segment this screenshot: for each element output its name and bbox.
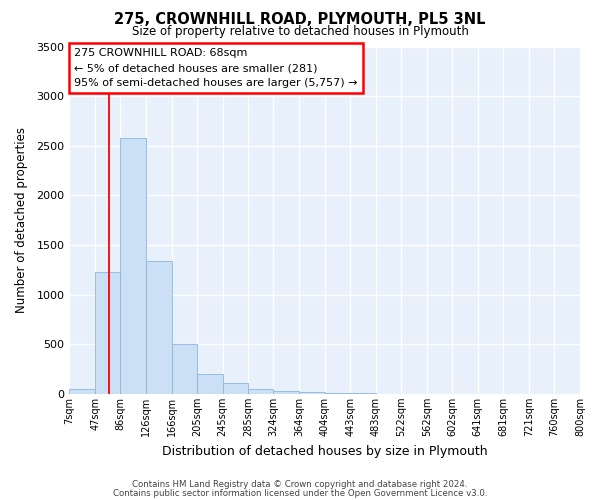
X-axis label: Distribution of detached houses by size in Plymouth: Distribution of detached houses by size … <box>162 444 487 458</box>
Y-axis label: Number of detached properties: Number of detached properties <box>15 127 28 313</box>
Text: 275, CROWNHILL ROAD, PLYMOUTH, PL5 3NL: 275, CROWNHILL ROAD, PLYMOUTH, PL5 3NL <box>114 12 486 28</box>
Bar <box>197 374 223 394</box>
Bar <box>120 138 146 394</box>
Bar <box>325 393 350 394</box>
Bar <box>146 261 172 394</box>
Text: Contains HM Land Registry data © Crown copyright and database right 2024.: Contains HM Land Registry data © Crown c… <box>132 480 468 489</box>
Bar <box>70 389 95 394</box>
Text: Contains public sector information licensed under the Open Government Licence v3: Contains public sector information licen… <box>113 488 487 498</box>
Bar <box>248 389 274 394</box>
Bar <box>223 383 248 394</box>
Bar <box>172 344 197 394</box>
Bar <box>299 392 325 394</box>
Bar <box>95 272 120 394</box>
Bar <box>274 391 299 394</box>
Text: Size of property relative to detached houses in Plymouth: Size of property relative to detached ho… <box>131 25 469 38</box>
Text: 275 CROWNHILL ROAD: 68sqm
← 5% of detached houses are smaller (281)
95% of semi-: 275 CROWNHILL ROAD: 68sqm ← 5% of detach… <box>74 48 358 88</box>
